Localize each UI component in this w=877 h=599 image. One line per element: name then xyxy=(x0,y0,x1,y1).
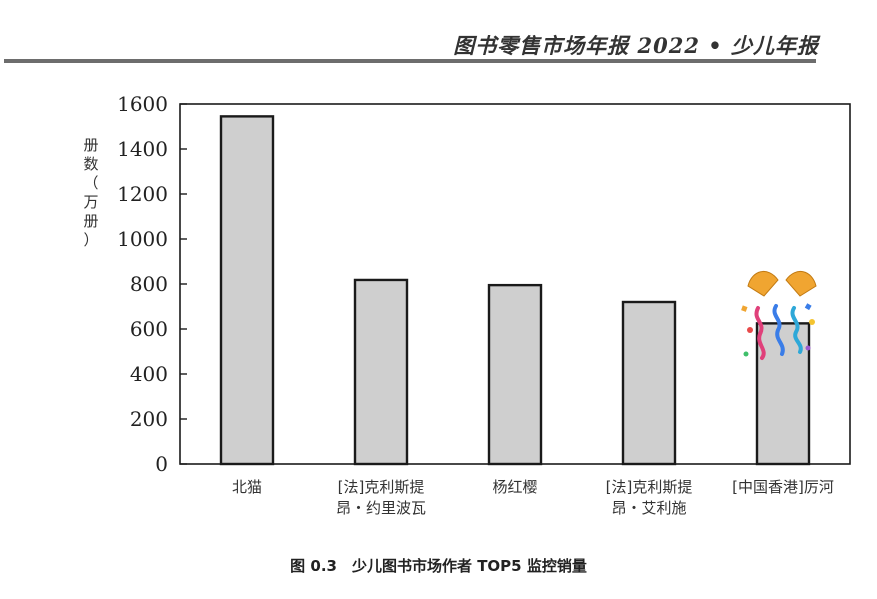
y-tick-label: 1600 xyxy=(117,92,168,116)
x-category-label: [法]克利斯提 昂・艾利施 xyxy=(605,478,693,517)
y-axis-label: 册数（万册） xyxy=(83,136,99,249)
y-tick-label: 0 xyxy=(155,452,168,476)
y-tick-label: 800 xyxy=(130,272,168,296)
y-tick-label: 1200 xyxy=(117,182,168,206)
running-head: 图书零售市场年报 2022 • 少儿年报 xyxy=(453,33,819,58)
x-category-label: 杨红樱 xyxy=(492,478,538,496)
bar-series xyxy=(219,115,811,466)
bar-1 xyxy=(219,115,275,466)
party-popper-icon xyxy=(741,271,817,360)
y-axis: 0 200 400 600 800 1000 1200 1400 1600 xyxy=(117,92,187,476)
bar-4 xyxy=(621,300,677,466)
header-rule xyxy=(4,59,816,63)
x-category-label: [法]克利斯提 昂・约里波瓦 xyxy=(335,478,426,517)
y-tick-label: 1000 xyxy=(117,227,168,251)
bar-3 xyxy=(487,283,543,466)
figure-caption: 图 0.3 少儿图书市场作者 TOP5 监控销量 xyxy=(290,557,587,575)
y-tick-label: 1400 xyxy=(117,137,168,161)
x-category-label: 北猫 xyxy=(231,478,262,496)
y-tick-label: 400 xyxy=(130,362,168,386)
bar-2 xyxy=(353,278,409,466)
y-tick-label: 200 xyxy=(130,407,168,431)
y-tick-label: 600 xyxy=(130,317,168,341)
x-category-label: [中国香港]厉河 xyxy=(732,478,834,496)
